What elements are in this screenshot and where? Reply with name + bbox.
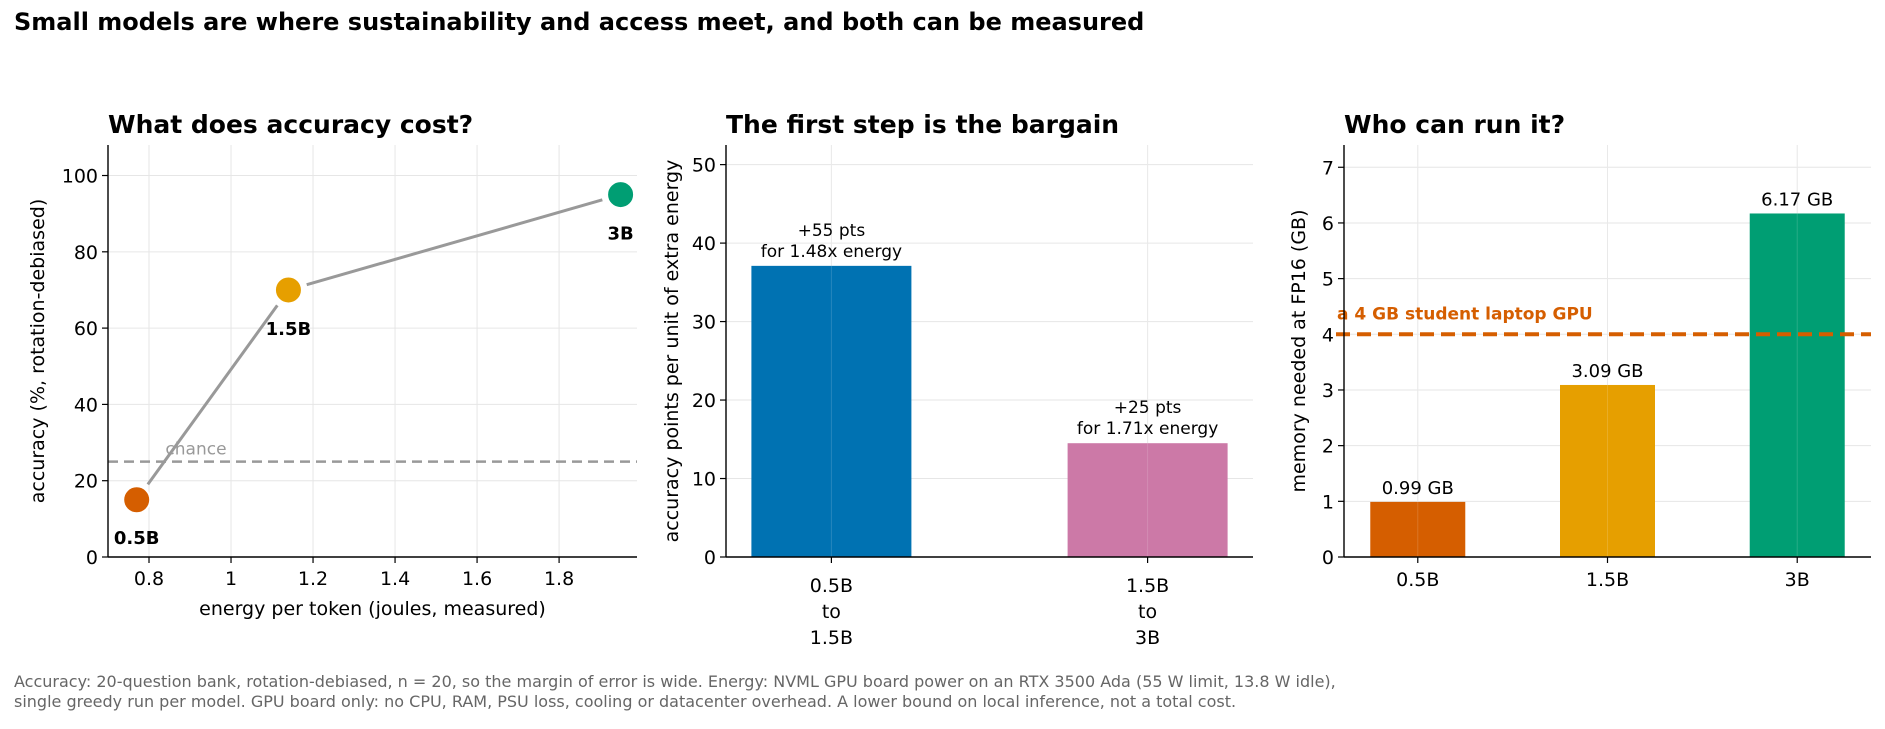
- y-tick-label: 20: [74, 471, 98, 493]
- connector-line: [146, 304, 279, 486]
- point-label: 1.5B: [266, 319, 312, 340]
- y-tick-label: 50: [692, 155, 716, 177]
- point-label: 0.5B: [114, 528, 160, 549]
- x-tick-label: 3B: [1135, 627, 1160, 649]
- y-tick-label: 10: [692, 469, 716, 491]
- x-tick-label: 0.5B: [1396, 569, 1439, 591]
- y-tick-label: 20: [692, 390, 716, 412]
- panel-title: What does accuracy cost?: [108, 110, 473, 139]
- y-tick-label: 4: [1322, 324, 1334, 346]
- bar: [1370, 501, 1466, 557]
- bar-value-label: 3.09 GB: [1571, 361, 1643, 382]
- bar-annotation-line: +55 pts: [798, 221, 866, 241]
- bar-annotation-line: for 1.48x energy: [761, 242, 902, 262]
- y-tick-label: 6: [1322, 213, 1334, 235]
- point-label: 3B: [607, 224, 633, 245]
- footnote-line-1: Accuracy: 20-question bank, rotation-deb…: [14, 672, 1336, 691]
- threshold-label: a 4 GB student laptop GPU: [1337, 304, 1593, 324]
- x-tick-label: 3B: [1785, 569, 1810, 591]
- x-axis-label: energy per token (joules, measured): [199, 598, 546, 620]
- footnote-line-2: single greedy run per model. GPU board o…: [14, 692, 1237, 711]
- bar-value-label: 6.17 GB: [1761, 189, 1833, 210]
- y-axis-label: accuracy points per unit of extra energy: [661, 160, 683, 543]
- x-tick-label: 0.8: [134, 568, 164, 590]
- bar: [1749, 213, 1845, 557]
- x-tick-label: 1.5B: [1126, 575, 1169, 597]
- x-tick-label: 1.8: [544, 568, 574, 590]
- panel-title: Who can run it?: [1344, 110, 1565, 139]
- y-tick-label: 40: [74, 394, 98, 416]
- data-point: [122, 485, 152, 515]
- y-tick-label: 1: [1322, 491, 1334, 513]
- y-tick-label: 100: [62, 166, 98, 188]
- figure-title: Small models are where sustainability an…: [14, 8, 1145, 36]
- y-tick-label: 40: [692, 233, 716, 255]
- data-point: [606, 180, 636, 210]
- bar: [1067, 443, 1228, 557]
- bar: [751, 265, 912, 557]
- y-tick-label: 30: [692, 312, 716, 334]
- y-tick-label: 3: [1322, 380, 1334, 402]
- y-axis-label: memory needed at FP16 (GB): [1288, 209, 1310, 492]
- y-axis-label: accuracy (%, rotation-debiased): [27, 199, 49, 503]
- panel-title: The first step is the bargain: [726, 110, 1119, 139]
- x-tick-label: 1: [225, 568, 237, 590]
- connector-line: [306, 198, 603, 287]
- footnote: Accuracy: 20-question bank, rotation-deb…: [14, 672, 1336, 712]
- y-tick-label: 7: [1322, 157, 1334, 179]
- bar-annotation-line: for 1.71x energy: [1077, 419, 1218, 439]
- y-tick-label: 0: [86, 547, 98, 569]
- y-tick-label: 0: [1322, 547, 1334, 569]
- x-tick-label: 1.6: [462, 568, 492, 590]
- y-tick-label: 80: [74, 242, 98, 264]
- x-tick-label: 1.2: [298, 568, 328, 590]
- y-tick-label: 2: [1322, 436, 1334, 458]
- data-point: [273, 275, 303, 305]
- x-tick-label: 1.5B: [1586, 569, 1629, 591]
- bar: [1560, 384, 1655, 557]
- x-tick-label: 1.5B: [810, 627, 853, 649]
- x-tick-label: to: [822, 601, 841, 623]
- y-tick-label: 0: [704, 547, 716, 569]
- bar-annotation-line: +25 pts: [1114, 398, 1182, 418]
- x-tick-label: 1.4: [380, 568, 410, 590]
- y-tick-label: 60: [74, 318, 98, 340]
- bar-value-label: 0.99 GB: [1382, 478, 1454, 499]
- x-tick-label: 0.5B: [810, 575, 853, 597]
- x-tick-label: to: [1138, 601, 1157, 623]
- chance-label: chance: [165, 440, 226, 460]
- y-tick-label: 5: [1322, 269, 1334, 291]
